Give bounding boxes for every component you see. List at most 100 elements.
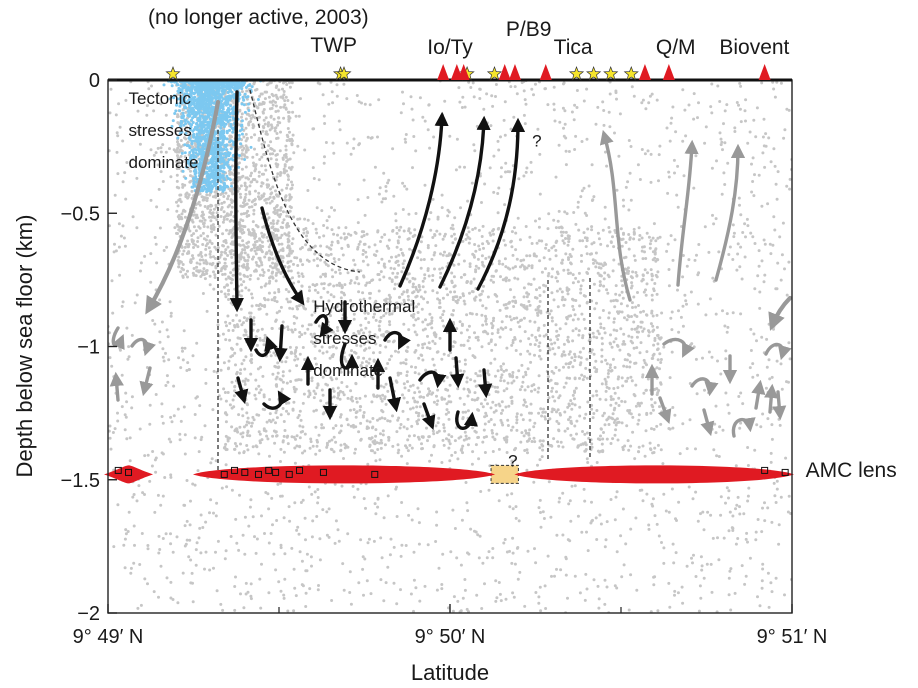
earthquake-point (570, 407, 574, 411)
earthquake-point (471, 252, 475, 256)
earthquake-point (565, 376, 569, 380)
earthquake-point (224, 277, 228, 281)
earthquake-point (318, 558, 322, 562)
earthquake-point (282, 116, 286, 120)
earthquake-point (365, 281, 369, 285)
earthquake-point (694, 357, 698, 361)
earthquake-point (113, 242, 116, 246)
earthquake-point (605, 288, 609, 292)
earthquake-point (749, 231, 753, 235)
earthquake-point (239, 442, 242, 446)
earthquake-point (645, 350, 649, 354)
earthquake-point (252, 316, 256, 320)
earthquake-point (395, 245, 399, 249)
earthquake-point (753, 448, 757, 452)
earthquake-point (363, 213, 367, 217)
earthquake-point (753, 242, 757, 245)
earthquake-point (169, 415, 173, 419)
earthquake-point (278, 149, 282, 153)
earthquake-point (363, 102, 367, 106)
earthquake-point (514, 299, 517, 303)
earthquake-point (592, 352, 596, 356)
earthquake-point (596, 449, 600, 453)
earthquake-point (537, 239, 541, 243)
earthquake-point (480, 260, 484, 264)
earthquake-point (168, 147, 171, 151)
earthquake-point (242, 606, 246, 610)
earthquake-point (352, 408, 356, 412)
earthquake-point (673, 593, 676, 597)
earthquake-point (515, 421, 519, 425)
earthquake-point (510, 561, 514, 565)
earthquake-point (472, 95, 476, 99)
earthquake-point (770, 437, 774, 441)
earthquake-point (313, 310, 317, 314)
earthquake-point (362, 178, 366, 182)
earthquake-point (620, 290, 624, 294)
earthquake-point (158, 340, 162, 344)
earthquake-point (552, 298, 556, 302)
earthquake-point (203, 218, 207, 222)
earthquake-point (187, 368, 191, 372)
earthquake-point (322, 411, 326, 415)
earthquake-point (267, 541, 271, 545)
earthquake-point (311, 299, 315, 303)
earthquake-point (238, 372, 242, 375)
earthquake-point (260, 146, 264, 150)
earthquake-point (270, 92, 274, 96)
earthquake-point (277, 580, 281, 584)
earthquake-point (771, 80, 775, 84)
earthquake-point (578, 350, 582, 354)
earthquake-point (117, 245, 121, 249)
earthquake-point (727, 411, 731, 415)
earthquake-point (244, 592, 248, 596)
earthquake-point (131, 215, 135, 219)
earthquake-point (631, 415, 635, 419)
earthquake-point (515, 375, 519, 379)
earthquake-point (349, 389, 353, 393)
earthquake-point (578, 376, 581, 380)
earthquake-points (108, 80, 792, 613)
earthquake-point (487, 255, 491, 259)
earthquake-point (214, 459, 218, 463)
earthquake-point (573, 403, 577, 407)
earthquake-point (590, 442, 594, 446)
earthquake-point (435, 523, 439, 527)
earthquake-point (247, 288, 251, 292)
earthquake-point (620, 575, 624, 579)
earthquake-point (306, 218, 310, 222)
earthquake-point (760, 530, 764, 534)
earthquake-point (355, 343, 359, 347)
earthquake-point (412, 323, 416, 327)
earthquake-point (765, 365, 769, 369)
earthquake-point (578, 591, 582, 595)
earthquake-point (240, 323, 244, 327)
earthquake-point (460, 518, 464, 522)
earthquake-point (580, 373, 584, 377)
earthquake-point (598, 397, 602, 401)
earthquake-point (499, 175, 503, 179)
earthquake-point (330, 438, 334, 442)
earthquake-point (304, 538, 307, 542)
earthquake-point (427, 103, 431, 107)
earthquake-point (632, 254, 636, 258)
earthquake-point (260, 263, 264, 267)
earthquake-point (635, 335, 639, 339)
earthquake-point (577, 333, 581, 337)
earthquake-point (462, 299, 466, 303)
earthquake-point (703, 388, 706, 392)
earthquake-point (481, 323, 485, 327)
earthquake-point (576, 205, 580, 209)
earthquake-point (739, 120, 743, 124)
earthquake-point (681, 601, 685, 605)
earthquake-point (391, 228, 395, 232)
earthquake-point (283, 171, 286, 175)
earthquake-point (387, 293, 391, 297)
earthquake-point (315, 283, 319, 286)
earthquake-point (558, 287, 562, 291)
earthquake-point (311, 444, 315, 448)
earthquake-point (518, 570, 522, 574)
earthquake-point (719, 137, 723, 141)
earthquake-point (182, 405, 186, 409)
earthquake-point (433, 233, 437, 237)
